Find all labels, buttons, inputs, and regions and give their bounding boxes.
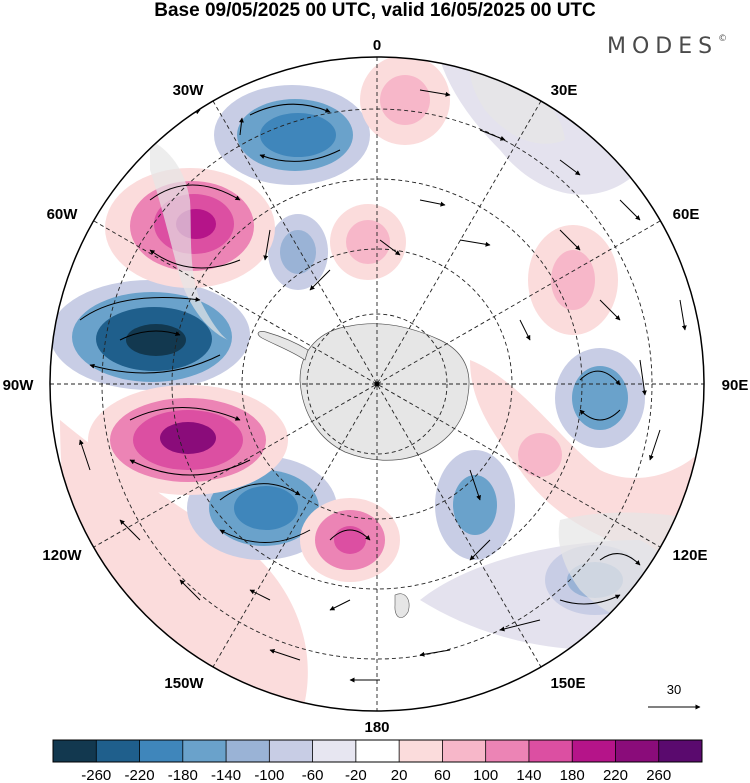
light-positive-east [470,360,704,560]
colorbar-tick-label: -100 [254,767,284,783]
colorbar-frame [52,739,703,763]
colorbar-swatch [226,740,270,762]
colorbar-swatch [139,740,184,762]
colorbar-tick-label: -220 [125,767,155,783]
negative-anomaly-60w-small [268,214,328,290]
africa-land [469,62,565,144]
colorbar-swatch [355,740,400,762]
negative-anomaly-90e [555,348,645,448]
negative-anomaly-150e [435,450,515,560]
south-pole-marker [374,381,380,387]
colorbar-tick-label: 220 [603,767,628,783]
wind-vectors [79,89,687,683]
colorbar-tick-label: 20 [391,767,408,783]
lon-label-90w: 90W [3,377,35,394]
negative-anomaly-30w [214,85,370,185]
colorbar-swatch [442,740,487,762]
colorbar-swatch [182,740,227,762]
positive-anomaly-60e [528,225,618,335]
colorbar-swatch [53,740,97,762]
positive-anomaly-170w [300,498,400,582]
colorbar-swatch [485,740,530,762]
colorbar-tick-label: -180 [168,767,198,783]
positive-anomaly-100w [88,385,288,495]
copyright-mark: © [718,34,728,44]
positive-anomaly-center-north [330,204,406,280]
colorbar-tick-label: -60 [302,767,324,783]
map-border [49,56,705,712]
lon-label-120e: 120E [672,547,707,564]
lon-label-150e: 150E [550,675,585,692]
brand-text: MODES [607,34,719,59]
lon-label-120w: 120W [42,547,82,564]
colorbar-swatch [528,740,573,762]
lon-label-180: 180 [364,719,389,736]
colorbar-tick-label: 60 [434,767,451,783]
lon-label-0: 0 [373,37,381,54]
lon-label-60w: 60W [47,206,79,223]
graticule [50,57,704,711]
colorbar: -260 -220 -180 -140 -100 -60 -20 20 60 100 140 180 2… [52,739,703,783]
polar-map [49,56,705,712]
colorbar-tick-label: 180 [560,767,585,783]
lon-label-150w: 150W [164,675,204,692]
positive-anomaly-0 [360,57,450,145]
positive-anomaly-110e [518,433,562,477]
colorbar-swatch [658,740,703,762]
colorbar-tick-label: -260 [81,767,111,783]
south-america-land [150,140,228,340]
colorbar-swatch [269,740,314,762]
colorbar-swatch [312,740,357,762]
lon-label-30w: 30W [173,82,205,99]
colorbar-tick-label: -20 [345,767,367,783]
modes-logo: MODES© [607,34,727,59]
lon-label-90e: 90E [722,377,749,394]
colorbar-swatch [96,740,141,762]
new-zealand-land [394,593,410,618]
wind-reference: 30 [648,682,701,710]
wind-reference-label: 30 [667,682,681,697]
colorbar-tick-label: -140 [211,767,241,783]
antarctic-peninsula [257,331,309,361]
colorbar-swatch [399,740,443,762]
lon-label-30e: 30E [551,82,578,99]
lon-label-60e: 60E [673,206,700,223]
colorbar-tick-label: 100 [473,767,498,783]
colorbar-swatch [572,740,616,762]
antarctica-land [299,323,470,461]
longitude-labels: 0 30E 60E 90E 120E 150E 180 150W 120W 90… [3,37,749,736]
colorbar-tick-label: 140 [516,767,541,783]
colorbar-tick-label: 260 [646,767,671,783]
map-title: Base 09/05/2025 00 UTC, valid 16/05/2025… [154,0,596,21]
negative-anomaly-90w [50,280,250,390]
colorbar-swatch [615,740,660,762]
